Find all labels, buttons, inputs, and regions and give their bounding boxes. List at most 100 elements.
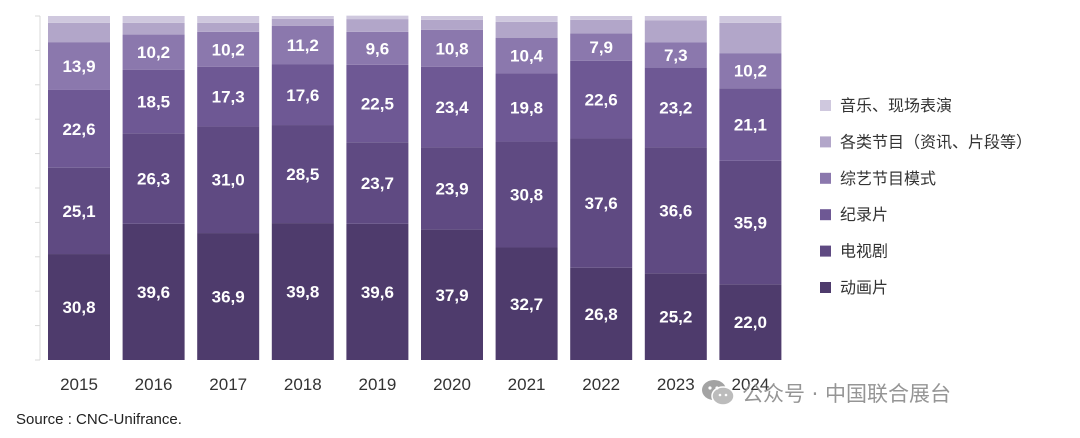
x-tick-label: 2024 [731,375,769,394]
data-label: 13,9 [62,57,95,76]
bar-segment [346,64,409,143]
bar-segment [719,22,782,54]
bar-segment [48,167,110,255]
data-label: 25,1 [62,202,95,221]
bar-segment [122,22,185,35]
data-label: 36,9 [212,288,245,307]
bar-segment [197,66,260,127]
legend-swatch [820,209,831,221]
bar-segment [719,160,782,285]
bar-segment [122,133,185,224]
bar-segment [421,29,483,67]
legend-swatch [820,245,831,257]
source-note: Source : CNC-Unifrance. [16,411,182,428]
watermark-text: 公众号 · 中国联合展台 [742,382,952,406]
data-label: 22,6 [585,91,618,110]
bar-segment [197,126,260,234]
legend-swatch [820,136,831,148]
data-label: 23,2 [659,99,692,118]
data-label: 7,3 [664,46,688,65]
legend-label: 综艺节目模式 [840,169,936,188]
bar-segment [346,15,409,20]
data-labels: 30,8 25,1 22,6 13,9 39,6 26,3 18,5 10,2 36,9 31,0… [62,36,766,332]
data-label: 23,9 [435,180,468,199]
bar-segment [719,53,782,89]
bar-segment [495,21,558,38]
bar-segment [421,66,483,148]
bar-segment [495,37,558,74]
bar-segment [48,22,110,43]
bar-segment [495,247,558,360]
data-label: 31,0 [212,171,245,190]
bar-segment [271,18,334,26]
data-label: 11,2 [287,36,319,55]
bar-segment [122,34,185,70]
watermark: 公众号 · 中国联合展台 [700,378,951,408]
bar-segment [346,142,409,224]
bar-segment [48,42,110,90]
y-axis-ticks [35,15,41,361]
legend-label: 纪录片 [840,205,888,224]
data-label: 23,7 [361,174,394,193]
bar-segment [197,31,260,67]
x-tick-label: 2016 [135,375,173,394]
bar-segment [570,16,633,20]
data-label: 9,6 [366,39,390,58]
bar-segment [197,22,260,32]
bar-segment [197,16,260,23]
data-label: 18,5 [137,92,170,111]
bar-segment [644,16,707,21]
bar-segment [48,254,110,360]
data-label: 37,9 [435,286,468,305]
legend-swatch [820,100,831,111]
data-label: 35,9 [734,214,767,233]
data-label: 39,8 [286,283,319,302]
bar-segment [346,223,409,360]
bar-segment [644,42,707,68]
bar-segment [421,229,483,360]
legend-swatch [820,282,831,293]
data-label: 7,9 [589,38,613,57]
x-tick-label: 2021 [508,375,546,394]
bar-segment [421,16,483,20]
data-label: 26,8 [585,305,618,324]
x-tick-label: 2017 [209,375,247,394]
bar-segment [495,141,558,248]
data-label: 21,1 [734,116,767,135]
data-label: 17,6 [286,86,319,105]
bar-segment [48,16,110,23]
bar-segment [271,25,334,65]
bar-segment [346,31,409,65]
data-label: 30,8 [510,186,543,205]
data-label: 10,2 [734,62,767,81]
data-label: 39,6 [137,283,170,302]
data-label: 10,2 [212,40,245,59]
legend-label: 各类节目（资讯、片段等） [840,132,1032,151]
bar-segment [271,125,334,224]
bar-segment [570,19,633,34]
bar-segment [197,233,260,360]
data-label: 22,6 [62,120,95,139]
data-label: 26,3 [137,170,170,189]
legend-swatch [820,172,831,184]
data-label: 23,4 [435,98,469,117]
bar-segment [271,64,334,126]
data-label: 37,6 [585,194,618,213]
bar-segment [271,223,334,360]
bars [48,15,782,360]
bar-segment [495,73,558,142]
x-tick-label: 2023 [657,375,695,394]
bar-segment [271,16,334,19]
x-tick-label: 2019 [358,375,396,394]
data-label: 17,3 [212,88,245,107]
data-label: 10,4 [510,47,544,66]
data-label: 22,5 [361,95,394,114]
data-label: 25,2 [659,308,692,327]
bar-segment [570,138,633,268]
bar-segment [495,16,558,22]
x-tick-label: 2022 [582,375,620,394]
bar-segment [346,19,409,32]
data-label: 39,6 [361,283,394,302]
